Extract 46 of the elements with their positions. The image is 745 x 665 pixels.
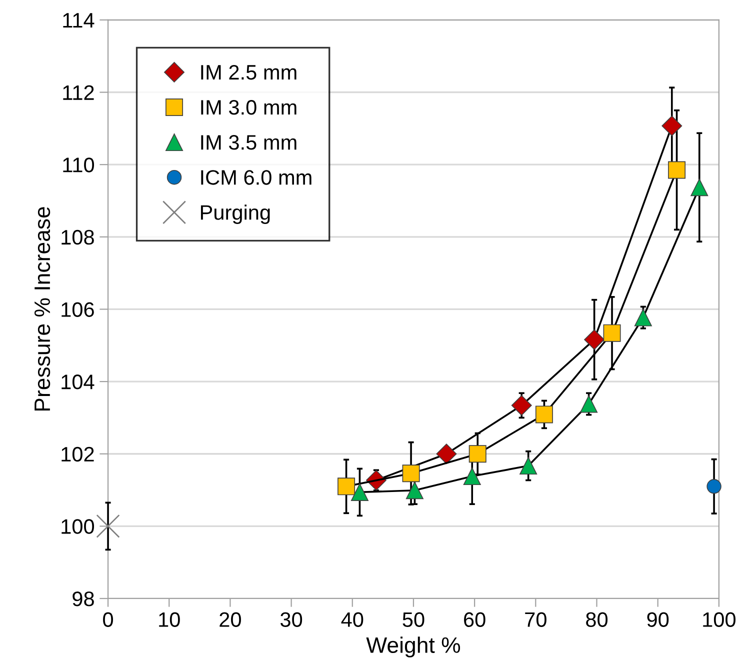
x-tick-label: 0 xyxy=(103,612,114,627)
legend-label: IM 3.0 mm xyxy=(201,100,296,115)
point xyxy=(603,324,621,342)
y-tick-label: 108 xyxy=(62,230,94,245)
x-tick-label: 50 xyxy=(402,612,424,627)
point xyxy=(520,457,538,475)
point xyxy=(338,478,356,496)
point xyxy=(96,514,120,538)
y-axis-title: Pressure % Increase xyxy=(34,207,50,411)
point xyxy=(662,116,682,136)
x-tick-label: 40 xyxy=(341,612,364,627)
x-axis-title: Weight % xyxy=(366,636,460,658)
point xyxy=(580,395,598,413)
point xyxy=(511,395,532,416)
point xyxy=(436,444,457,464)
x-tick-label: 10 xyxy=(159,612,180,627)
x-tick-label: 60 xyxy=(464,612,486,627)
point xyxy=(634,308,652,326)
y-tick-label: 102 xyxy=(62,446,94,462)
point xyxy=(402,464,420,482)
point xyxy=(463,468,481,486)
legend-label: Purging xyxy=(200,204,270,224)
x-tick-label: 90 xyxy=(647,612,669,627)
x-tick-label: 30 xyxy=(280,612,302,627)
point xyxy=(535,406,553,424)
y-tick-label: 112 xyxy=(63,85,94,100)
x-tick-label: 100 xyxy=(703,612,736,627)
legend-label: ICM 6.0 mm xyxy=(201,170,312,185)
point xyxy=(690,178,708,196)
x-tick-label: 80 xyxy=(586,612,608,627)
y-tick-label: 106 xyxy=(62,302,94,317)
y-tick-label: 100 xyxy=(62,519,94,534)
x-tick-label: 20 xyxy=(220,612,241,627)
legend-label: IM 2.5 mm xyxy=(201,64,296,80)
y-tick-label: 98 xyxy=(72,592,94,606)
point xyxy=(406,482,424,500)
y-tick-label: 104 xyxy=(62,374,94,390)
x-tick-label: 70 xyxy=(525,612,546,627)
point xyxy=(468,445,486,463)
y-tick-label: 110 xyxy=(63,158,94,172)
point xyxy=(706,479,722,494)
point xyxy=(668,161,686,179)
y-tick-label: 114 xyxy=(63,13,94,28)
point xyxy=(350,483,368,501)
legend-label: IM 3.5 mm xyxy=(201,135,296,150)
point xyxy=(584,329,605,350)
